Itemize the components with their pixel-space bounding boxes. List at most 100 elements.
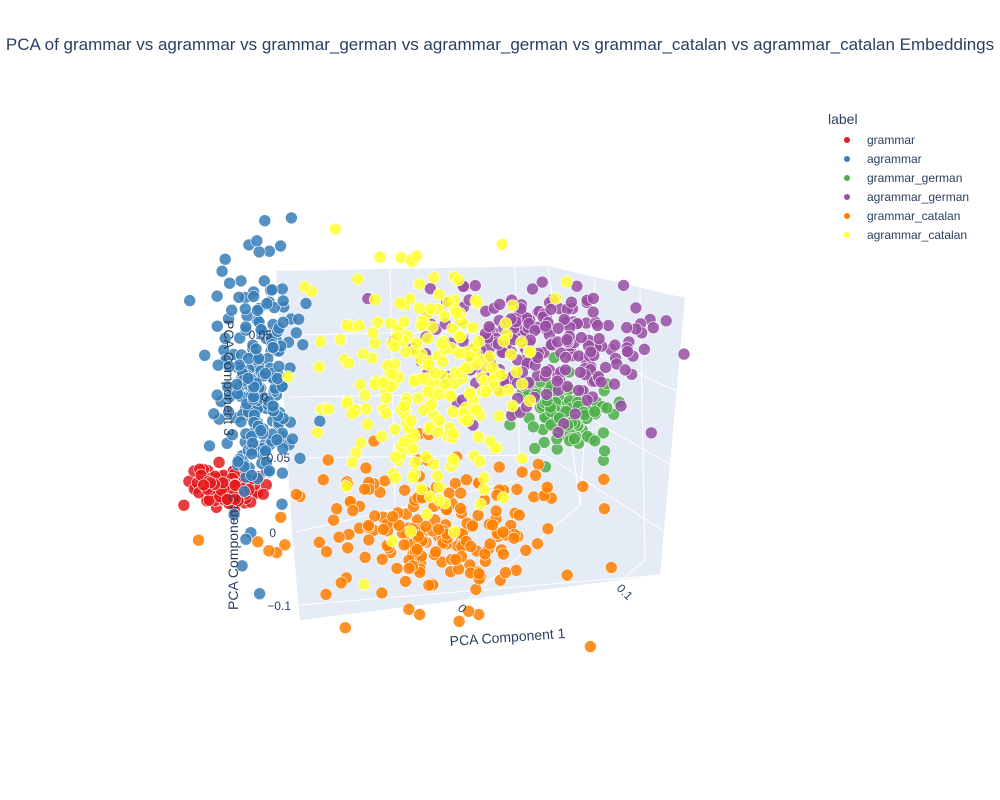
data-point-grammar_catalan[interactable] bbox=[464, 540, 478, 553]
data-point-agrammar_catalan[interactable] bbox=[404, 414, 418, 428]
data-point-agrammar_catalan[interactable] bbox=[452, 273, 465, 287]
data-point-agrammar_catalan[interactable] bbox=[407, 375, 421, 388]
data-point-agrammar[interactable] bbox=[210, 289, 224, 303]
data-point-grammar_catalan[interactable] bbox=[510, 483, 524, 496]
data-point-grammar_catalan[interactable] bbox=[346, 504, 360, 517]
data-point-agrammar_catalan[interactable] bbox=[494, 368, 508, 382]
data-point-agrammar_catalan[interactable] bbox=[506, 299, 520, 313]
data-point-agrammar[interactable] bbox=[239, 532, 253, 546]
data-point-agrammar_catalan[interactable] bbox=[472, 335, 486, 348]
data-point-agrammar_catalan[interactable] bbox=[357, 578, 371, 591]
data-point-agrammar[interactable] bbox=[265, 283, 279, 297]
data-point-grammar_catalan[interactable] bbox=[375, 552, 389, 566]
data-point-agrammar_german[interactable] bbox=[592, 332, 606, 346]
data-point-agrammar_catalan[interactable] bbox=[499, 317, 513, 330]
data-point-agrammar[interactable] bbox=[276, 466, 289, 480]
data-point-agrammar_german[interactable] bbox=[557, 417, 571, 431]
data-point-grammar_catalan[interactable] bbox=[604, 561, 618, 574]
data-point-agrammar_catalan[interactable] bbox=[497, 334, 511, 348]
data-point-agrammar_catalan[interactable] bbox=[420, 507, 434, 521]
data-point-agrammar_catalan[interactable] bbox=[361, 417, 375, 431]
data-point-grammar_catalan[interactable] bbox=[449, 477, 462, 490]
data-point-agrammar_german[interactable] bbox=[659, 314, 673, 328]
data-point-agrammar[interactable] bbox=[198, 348, 211, 362]
data-point-grammar_catalan[interactable] bbox=[316, 473, 330, 487]
data-point-agrammar_german[interactable] bbox=[591, 319, 604, 332]
data-point-agrammar_german[interactable] bbox=[535, 275, 549, 289]
data-point-agrammar_german[interactable] bbox=[587, 292, 600, 305]
data-point-agrammar_catalan[interactable] bbox=[354, 378, 367, 391]
data-point-grammar[interactable] bbox=[256, 487, 270, 501]
data-point-grammar_catalan[interactable] bbox=[386, 510, 400, 524]
data-point-grammar_catalan[interactable] bbox=[375, 586, 389, 600]
data-point-agrammar_catalan[interactable] bbox=[560, 275, 574, 289]
data-point-agrammar_german[interactable] bbox=[468, 279, 482, 292]
data-point-agrammar_catalan[interactable] bbox=[473, 455, 487, 468]
data-point-agrammar_catalan[interactable] bbox=[459, 361, 472, 375]
data-point-agrammar_german[interactable] bbox=[629, 301, 643, 315]
data-point-grammar_german[interactable] bbox=[588, 434, 602, 448]
data-point-agrammar_catalan[interactable] bbox=[423, 302, 437, 316]
data-point-agrammar_catalan[interactable] bbox=[397, 315, 411, 329]
data-point-agrammar_catalan[interactable] bbox=[515, 452, 529, 465]
data-point-agrammar_catalan[interactable] bbox=[333, 333, 347, 347]
data-point-agrammar_catalan[interactable] bbox=[340, 480, 353, 493]
data-point-grammar_catalan[interactable] bbox=[472, 567, 486, 581]
data-point-agrammar_german[interactable] bbox=[646, 321, 660, 335]
data-point-grammar_catalan[interactable] bbox=[358, 550, 372, 564]
data-point-agrammar[interactable] bbox=[293, 451, 307, 465]
data-point-agrammar_german[interactable] bbox=[677, 347, 691, 361]
data-point-agrammar[interactable] bbox=[254, 323, 268, 336]
data-point-grammar_german[interactable] bbox=[528, 442, 542, 455]
data-point-agrammar[interactable] bbox=[226, 428, 239, 442]
data-point-agrammar_catalan[interactable] bbox=[515, 336, 528, 349]
data-point-grammar_catalan[interactable] bbox=[399, 575, 412, 588]
data-point-agrammar_catalan[interactable] bbox=[368, 293, 382, 306]
data-point-agrammar_catalan[interactable] bbox=[408, 456, 422, 469]
data-point-agrammar[interactable] bbox=[232, 290, 246, 304]
data-point-agrammar_catalan[interactable] bbox=[375, 429, 389, 443]
data-point-agrammar[interactable] bbox=[276, 442, 290, 455]
data-point-grammar_catalan[interactable] bbox=[471, 508, 485, 522]
data-point-agrammar_catalan[interactable] bbox=[477, 471, 491, 485]
data-point-agrammar_catalan[interactable] bbox=[281, 370, 295, 384]
data-point-agrammar_catalan[interactable] bbox=[492, 409, 506, 423]
data-point-grammar[interactable] bbox=[197, 478, 210, 492]
data-point-agrammar_catalan[interactable] bbox=[447, 427, 460, 440]
legend-item-grammar[interactable]: grammar bbox=[844, 133, 915, 147]
data-point-agrammar[interactable] bbox=[183, 294, 196, 307]
data-point-grammar_catalan[interactable] bbox=[478, 547, 492, 561]
data-point-agrammar[interactable] bbox=[275, 497, 289, 511]
data-point-agrammar[interactable] bbox=[245, 468, 258, 482]
data-point-grammar_catalan[interactable] bbox=[432, 522, 445, 536]
data-point-agrammar_catalan[interactable] bbox=[298, 280, 312, 294]
data-point-agrammar_german[interactable] bbox=[580, 393, 594, 407]
data-point-grammar_catalan[interactable] bbox=[359, 461, 373, 475]
data-point-agrammar_catalan[interactable] bbox=[358, 388, 372, 402]
data-point-agrammar_catalan[interactable] bbox=[368, 336, 382, 350]
data-point-agrammar_catalan[interactable] bbox=[340, 318, 354, 332]
data-point-agrammar[interactable] bbox=[276, 294, 290, 308]
data-point-grammar_catalan[interactable] bbox=[496, 525, 510, 539]
data-point-agrammar_catalan[interactable] bbox=[483, 350, 496, 364]
data-point-grammar_catalan[interactable] bbox=[319, 587, 333, 601]
data-point-agrammar_german[interactable] bbox=[620, 321, 634, 334]
data-point-agrammar[interactable] bbox=[257, 274, 271, 288]
data-point-agrammar_catalan[interactable] bbox=[386, 534, 399, 548]
data-point-agrammar_catalan[interactable] bbox=[394, 251, 408, 264]
data-point-grammar[interactable] bbox=[212, 455, 226, 469]
data-point-agrammar_german[interactable] bbox=[614, 399, 628, 413]
data-point-agrammar_catalan[interactable] bbox=[523, 394, 537, 408]
data-point-agrammar[interactable] bbox=[274, 239, 287, 253]
data-point-grammar_catalan[interactable] bbox=[320, 545, 333, 559]
data-point-agrammar_catalan[interactable] bbox=[352, 319, 366, 332]
data-point-agrammar_catalan[interactable] bbox=[417, 404, 431, 417]
data-point-grammar_catalan[interactable] bbox=[460, 473, 473, 487]
data-point-agrammar_catalan[interactable] bbox=[463, 350, 477, 364]
data-point-grammar_german[interactable] bbox=[588, 405, 602, 419]
data-point-agrammar_catalan[interactable] bbox=[447, 525, 461, 539]
data-point-agrammar_german[interactable] bbox=[526, 282, 539, 296]
data-point-agrammar[interactable] bbox=[211, 319, 224, 333]
data-point-agrammar_catalan[interactable] bbox=[431, 425, 445, 439]
data-point-grammar_catalan[interactable] bbox=[598, 502, 611, 516]
